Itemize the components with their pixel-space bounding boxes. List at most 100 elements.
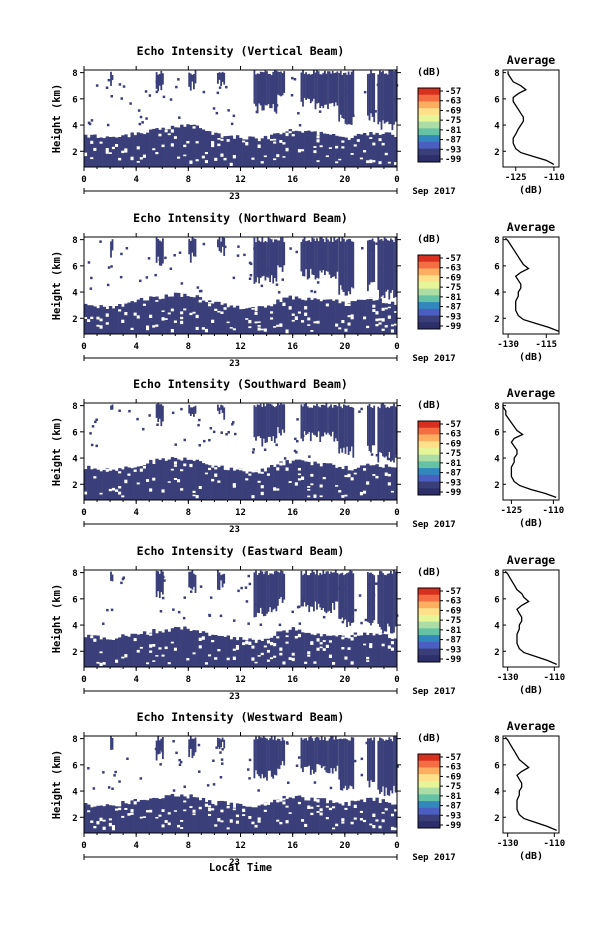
y-axis-label: Height (km) [51, 251, 63, 321]
heatmap-cell [273, 304, 277, 334]
heatmap-cell [162, 737, 164, 760]
heatmap-cell [142, 303, 147, 306]
heatmap-cell [300, 570, 303, 607]
heatmap-cell [248, 473, 252, 476]
heatmap-cell [158, 814, 162, 817]
heatmap-cell [262, 72, 265, 111]
heatmap-cell [277, 240, 279, 266]
heatmap-cell [333, 572, 336, 610]
heatmap-cell [93, 147, 97, 151]
x-axis-label: Local Time [209, 862, 272, 874]
heatmap-cell [193, 738, 195, 756]
heatmap-cell [232, 484, 237, 488]
heatmap-cell [198, 297, 203, 334]
heatmap-cell [261, 571, 264, 614]
x-tick-label: 0 [394, 175, 399, 185]
heatmap-cell [394, 638, 398, 667]
heatmap-cell [353, 634, 358, 637]
heatmap-cell [124, 479, 128, 484]
heatmap-cell [375, 454, 379, 457]
heatmap-cell [217, 467, 221, 500]
heatmap-cell [219, 751, 222, 754]
heatmap-cell [155, 404, 158, 418]
heatmap-cell [391, 405, 394, 461]
heatmap-cell [328, 807, 333, 811]
heatmap-cell [189, 160, 193, 164]
heatmap-cell [350, 315, 354, 320]
heatmap-cell [325, 133, 330, 167]
heatmap-cell [87, 465, 91, 500]
heatmap-cell [84, 134, 88, 167]
heatmap-cell [149, 633, 153, 636]
colorbar-tick-label: -99 [445, 322, 461, 332]
heatmap-cell [232, 138, 237, 167]
heatmap-cell [317, 575, 320, 604]
heatmap-cell [390, 301, 395, 334]
heatmap-cell [335, 467, 339, 500]
heatmap-cell [307, 297, 311, 334]
heatmap-cell [384, 760, 387, 763]
heatmap-cell [281, 404, 284, 430]
heatmap-cell [248, 816, 252, 819]
heatmap-cell [99, 817, 103, 822]
colorbar-segment [418, 295, 440, 303]
colorbar-segment [418, 655, 440, 663]
heatmap-cell [341, 635, 345, 667]
heatmap-cell [212, 783, 216, 786]
heatmap-cell [344, 807, 348, 810]
heatmap-cell [310, 330, 314, 332]
heatmap-cell [111, 827, 116, 831]
heatmap-cell [278, 71, 281, 96]
heatmap-cell [87, 137, 91, 167]
heatmap-cell [367, 602, 370, 605]
heatmap-cell [301, 460, 305, 500]
x-tick-label: 20 [339, 675, 350, 685]
heatmap-cell [220, 241, 222, 253]
heatmap-cell [306, 240, 309, 280]
heatmap-cell [313, 131, 317, 167]
heatmap-cell [256, 575, 259, 613]
heatmap-cell [172, 789, 176, 792]
heatmap-cell [288, 129, 292, 167]
heatmap-cell [251, 821, 255, 825]
heatmap-cell [359, 810, 364, 813]
heatmap-cell [310, 465, 314, 500]
heatmap-cell [341, 572, 344, 618]
colorbar-segment [418, 447, 440, 456]
heatmap-cell [195, 495, 199, 499]
heatmap-cell [322, 463, 327, 500]
profile-frame [502, 69, 560, 168]
heatmap-cell [158, 129, 162, 167]
heatmap-cell [169, 98, 173, 101]
heatmap-cell [313, 461, 317, 500]
heatmap-cell [142, 154, 147, 158]
heatmap-cell [158, 258, 162, 261]
heatmap-cell [251, 807, 255, 833]
heatmap-cell [373, 575, 376, 621]
profile-y-tick-label: 8 [494, 236, 499, 246]
heatmap-cell [309, 736, 312, 775]
heatmap-cell [333, 739, 336, 769]
heatmap-cell [314, 405, 317, 436]
heatmap-cell [105, 322, 110, 325]
heatmap-cell [366, 160, 370, 164]
date-day-label: 23 [229, 692, 240, 702]
heatmap-cell [204, 131, 209, 167]
heatmap-cell [291, 798, 296, 833]
heatmap-cell [300, 404, 303, 439]
heatmap-cell [173, 127, 178, 167]
profile-x-tick-label: -115 [535, 340, 557, 350]
heatmap-cell [155, 128, 159, 167]
heatmap-cell [226, 135, 230, 167]
heatmap-cells [84, 570, 399, 667]
x-tick-label: 0 [394, 841, 399, 851]
heatmap-cell [247, 768, 250, 771]
heatmap-cell [328, 134, 333, 167]
heatmap-cell [133, 302, 137, 334]
profile-y-tick-label: 6 [494, 262, 499, 272]
colorbar-segment [418, 268, 440, 276]
heatmap-cell [270, 404, 273, 441]
heatmap-cell [110, 405, 112, 410]
x-tick-label: 16 [287, 175, 298, 185]
heatmap-cell [136, 161, 141, 163]
